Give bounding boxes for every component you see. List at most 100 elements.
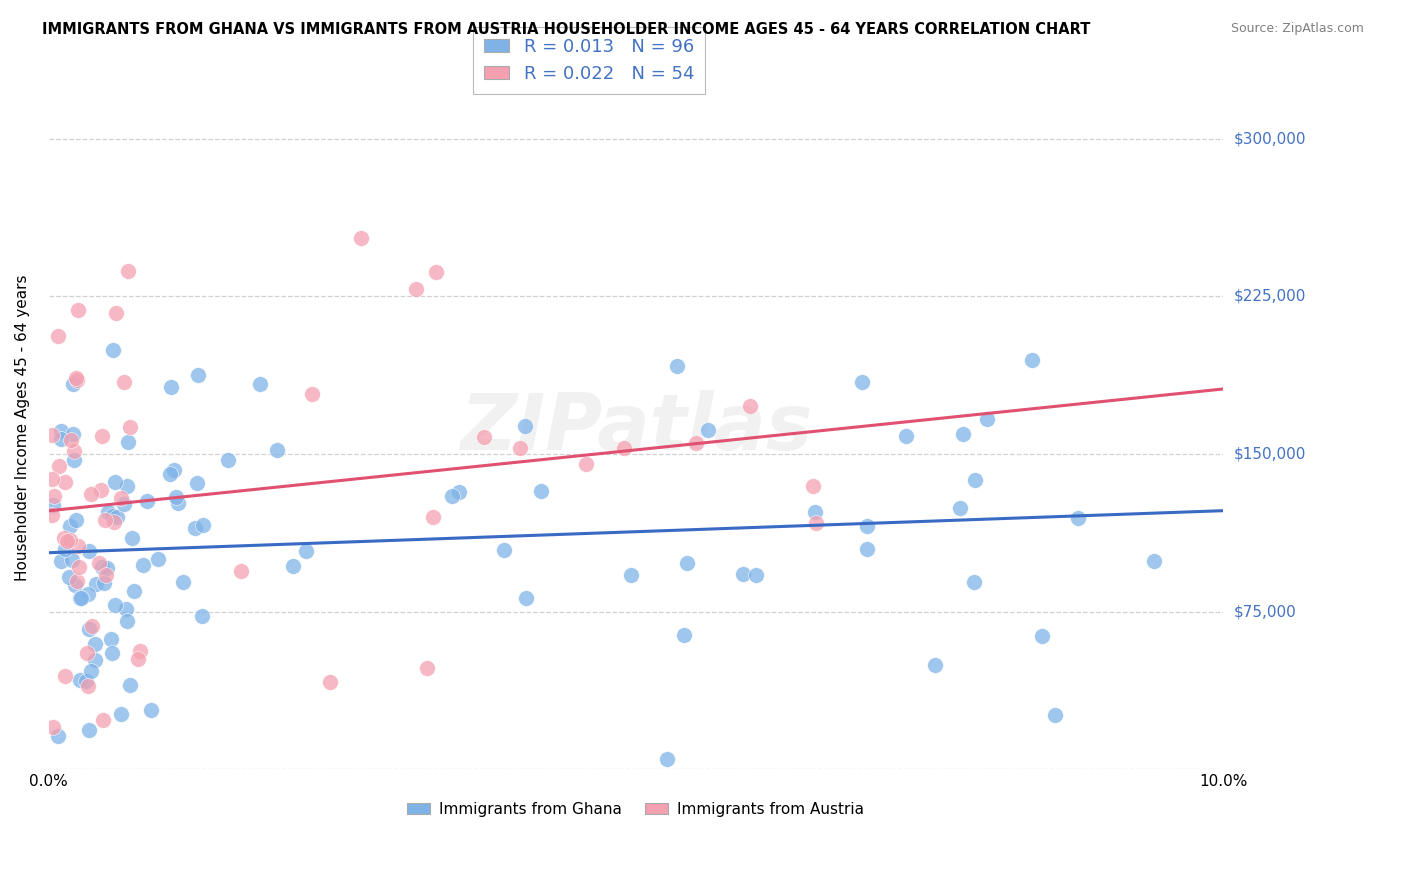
Point (104, 475, 127, 489)
Point (70, 591, 93, 606)
Point (117, 435, 139, 450)
Point (84, 637, 107, 651)
Point (67, 303, 90, 318)
Point (91, 560, 114, 574)
Point (806, 516, 828, 531)
Point (266, 442, 288, 457)
Point (191, 609, 214, 624)
Point (42, 498, 65, 512)
Point (66, 539, 89, 553)
Point (963, 574, 986, 589)
Legend: Immigrants from Ghana, Immigrants from Austria: Immigrants from Ghana, Immigrants from A… (401, 796, 870, 823)
Point (69, 673, 91, 687)
Point (963, 473, 986, 487)
Point (103, 343, 125, 357)
Point (655, 752, 678, 766)
Point (93, 513, 115, 527)
Point (90, 428, 112, 442)
Point (803, 478, 825, 492)
Point (53, 669, 76, 683)
Point (952, 427, 974, 442)
Point (46, 729, 69, 743)
Point (665, 359, 688, 373)
Point (41, 472, 63, 486)
Point (84, 577, 107, 591)
Point (115, 479, 138, 493)
Point (159, 467, 181, 481)
Point (110, 707, 132, 722)
Point (58, 569, 80, 583)
Point (405, 282, 427, 296)
Point (48, 458, 70, 473)
Point (66, 373, 89, 387)
Point (281, 558, 304, 573)
Point (745, 568, 768, 582)
Point (67, 560, 90, 574)
Point (59, 433, 82, 447)
Point (118, 678, 141, 692)
Point (141, 703, 163, 717)
Point (187, 368, 209, 383)
Point (685, 436, 707, 450)
Point (101, 646, 124, 660)
Point (63, 453, 86, 467)
Point (121, 531, 143, 545)
Point (165, 491, 187, 505)
Point (738, 400, 761, 414)
Text: $225,000: $225,000 (1234, 289, 1306, 304)
Point (515, 591, 537, 605)
Point (105, 509, 128, 524)
Point (856, 542, 879, 557)
Point (112, 375, 135, 389)
Point (672, 628, 695, 642)
Point (41, 428, 63, 442)
Point (96, 561, 118, 575)
Point (77, 723, 100, 738)
Point (159, 380, 181, 394)
Point (65, 513, 87, 527)
Point (117, 264, 139, 278)
Point (976, 411, 998, 425)
Point (613, 441, 636, 455)
Point (90, 483, 112, 498)
Point (172, 574, 194, 589)
Point (103, 598, 125, 612)
Point (62, 376, 84, 391)
Point (120, 420, 142, 434)
Point (135, 494, 157, 508)
Point (132, 558, 155, 573)
Point (77, 622, 100, 636)
Point (65, 578, 87, 592)
Point (80, 487, 103, 501)
Point (94, 568, 117, 582)
Point (77, 679, 100, 693)
Point (804, 504, 827, 518)
Point (231, 564, 253, 578)
Point (425, 265, 447, 279)
Point (59, 533, 82, 547)
Point (249, 377, 271, 392)
Point (115, 602, 138, 616)
Point (96, 505, 118, 519)
Text: $300,000: $300,000 (1234, 131, 1306, 146)
Point (53, 542, 76, 557)
Point (301, 387, 323, 401)
Point (1043, 708, 1066, 723)
Point (112, 497, 135, 511)
Point (530, 483, 553, 498)
Point (93, 576, 115, 591)
Text: ZIPatlas: ZIPatlas (460, 390, 813, 466)
Point (69, 591, 91, 605)
Point (186, 475, 208, 490)
Point (509, 441, 531, 455)
Point (49, 424, 72, 438)
Point (91, 713, 114, 727)
Point (319, 675, 342, 690)
Point (101, 508, 124, 523)
Point (80, 619, 103, 633)
Point (575, 457, 598, 471)
Text: Source: ZipAtlas.com: Source: ZipAtlas.com (1230, 22, 1364, 36)
Point (110, 491, 132, 506)
Point (696, 424, 718, 438)
Point (65, 574, 87, 589)
